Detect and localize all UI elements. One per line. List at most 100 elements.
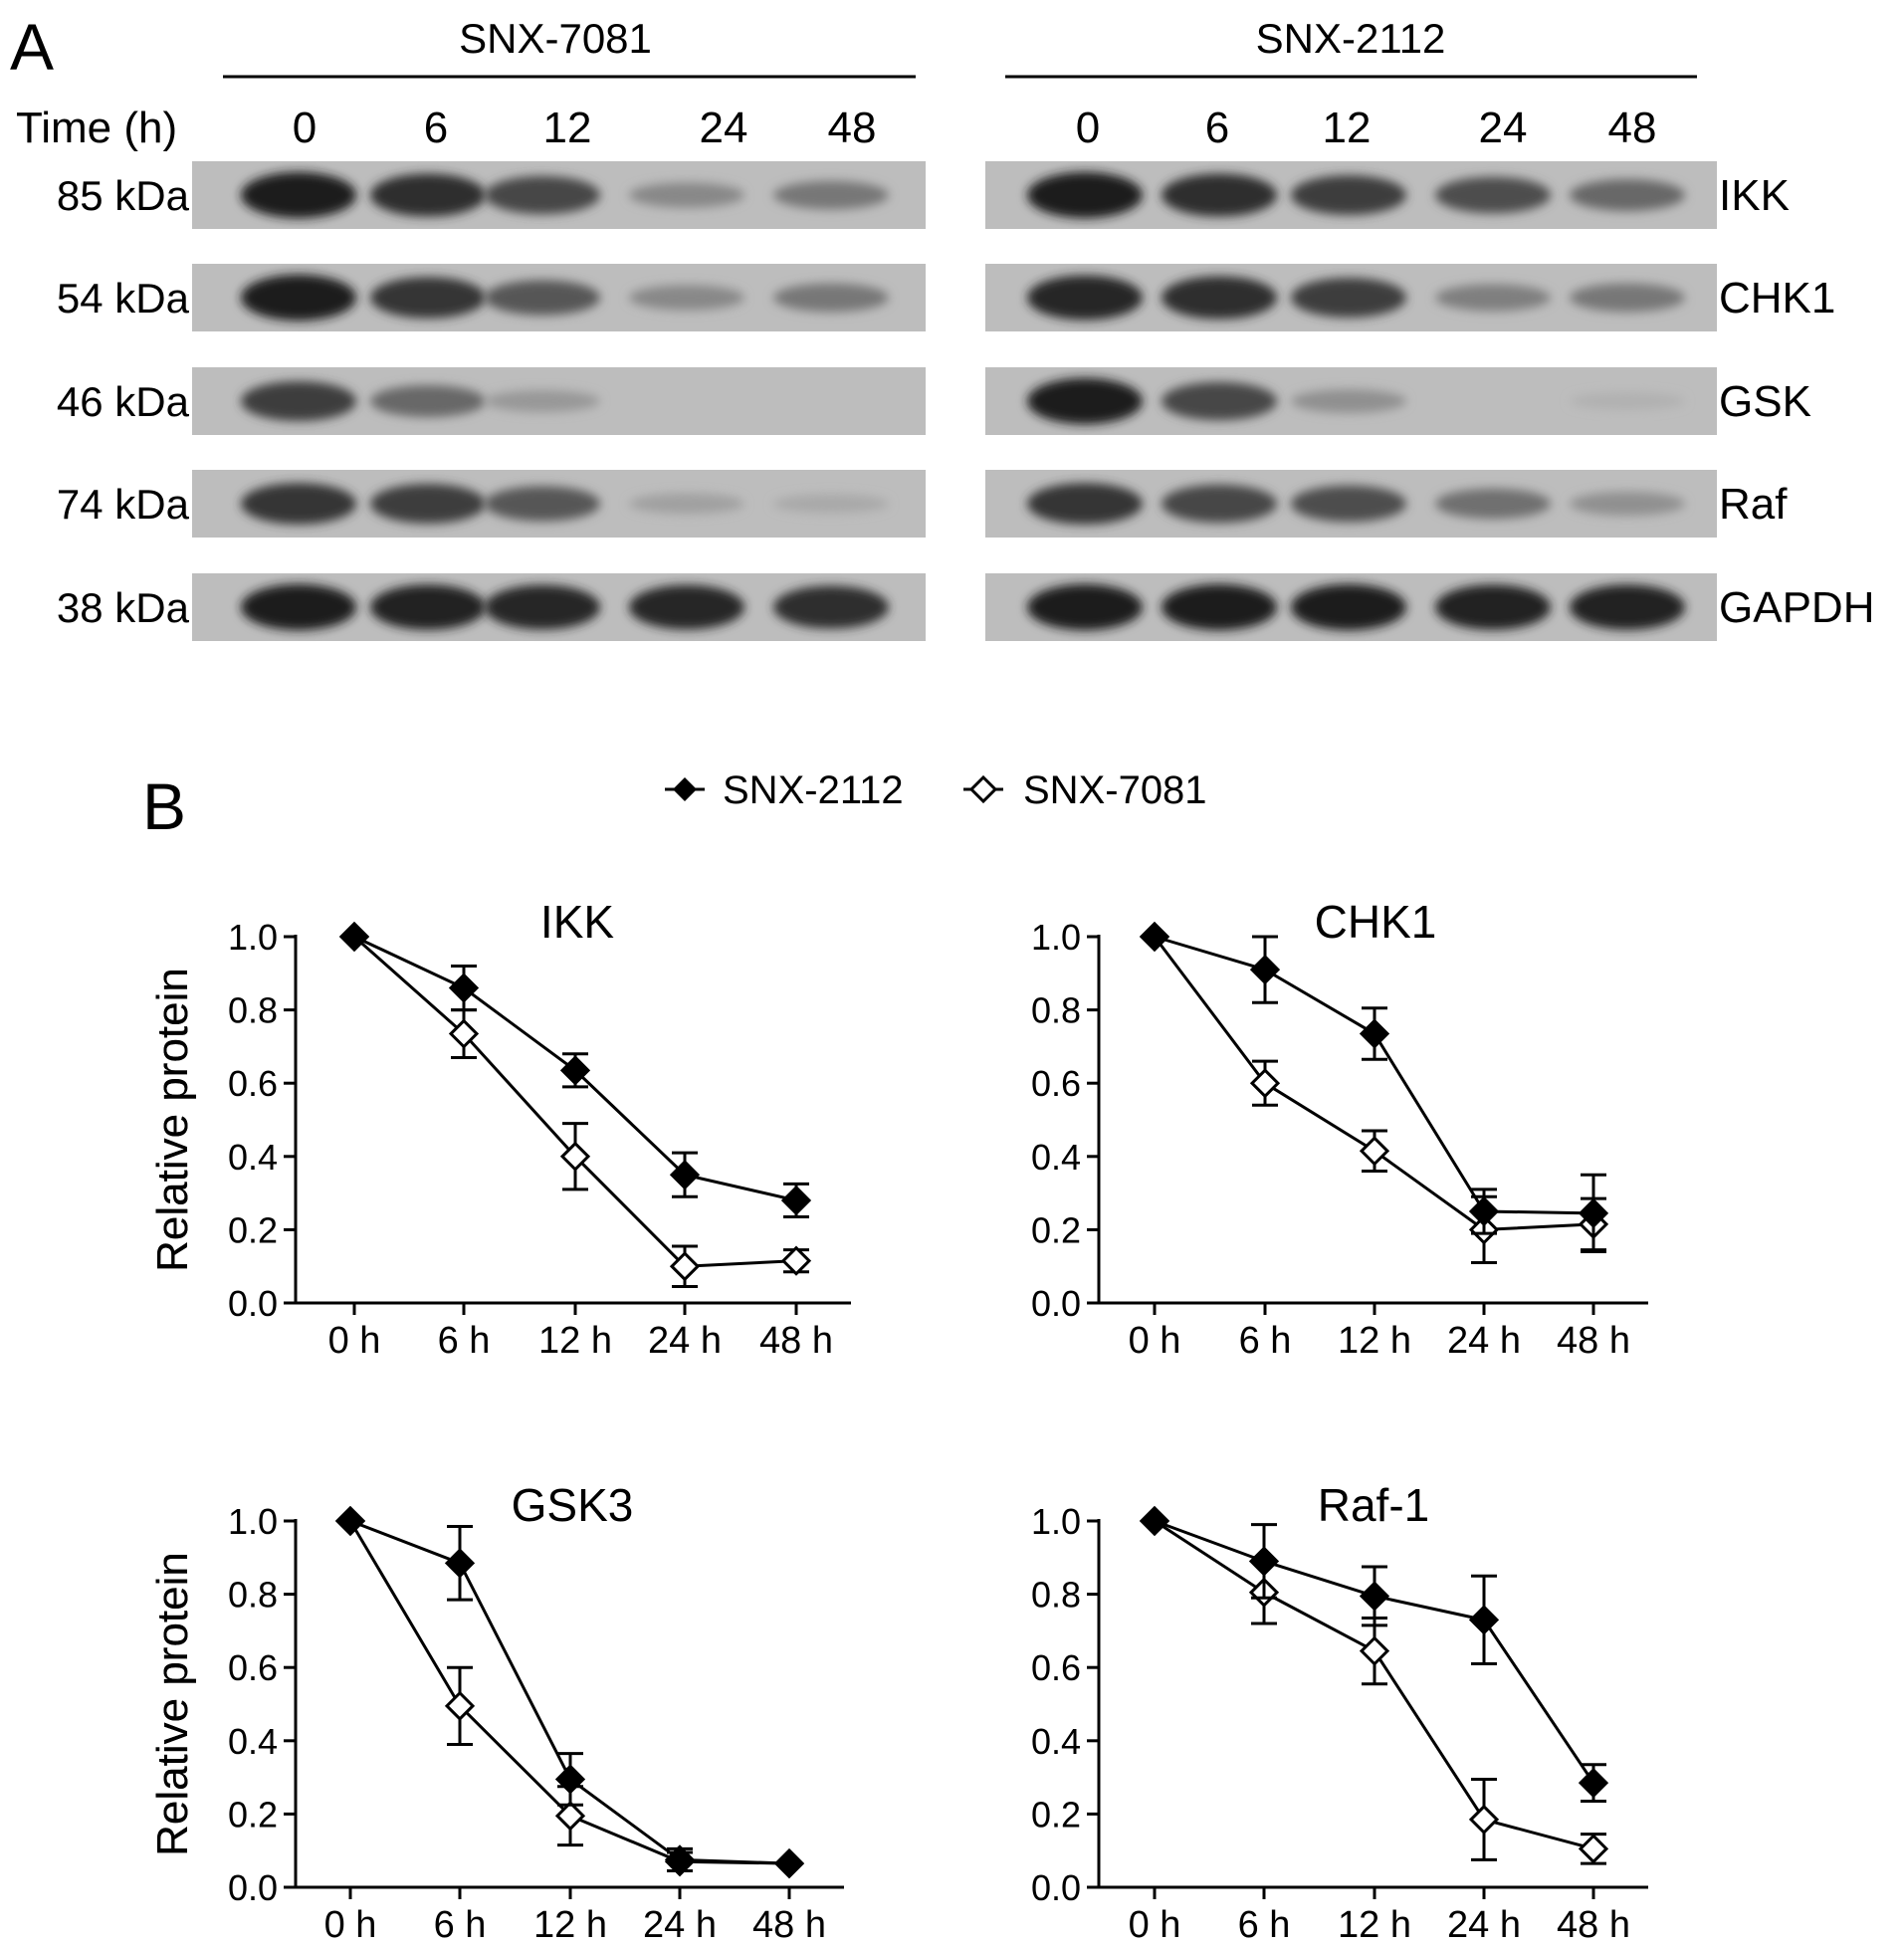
y-tick-label: 0.8 (1031, 990, 1081, 1031)
time-label-24: 24 (1479, 104, 1528, 152)
data-point (1468, 1804, 1500, 1836)
blot-band (241, 171, 356, 219)
x-tick-label: 6 h (434, 1904, 487, 1946)
data-point (780, 1245, 812, 1276)
blot-band (370, 584, 486, 630)
y-tick-label: 0.8 (228, 1575, 278, 1616)
blot-band (1570, 283, 1685, 313)
time-labels-snx7081: 0 6 12 24 48 (293, 104, 877, 152)
legend-marker-snx2112 (673, 777, 697, 801)
blot-band (1570, 492, 1685, 516)
mw-label: 74 kDa (57, 481, 190, 528)
data-point (1249, 1068, 1281, 1099)
x-tick-label: 24 h (1447, 1320, 1521, 1362)
blot-band (1435, 176, 1551, 214)
blot-rows: 85 kDa IKK 54 kDa CHK1 46 kDa GSK 74 kDa Raf 38 … (57, 161, 1874, 641)
blot-band (241, 583, 356, 631)
data-point (669, 1251, 701, 1282)
blot-band (370, 484, 486, 524)
series-line (353, 935, 797, 1268)
y-tick-label: 0.2 (228, 1209, 278, 1250)
data-point (338, 921, 370, 953)
blot-band (1027, 583, 1143, 631)
y-tick-label: 0.2 (228, 1794, 278, 1835)
legend: SNX-2112 SNX-7081 (665, 768, 1207, 812)
blot-band (1435, 584, 1551, 630)
x-tick-label: 6 h (1238, 1904, 1291, 1946)
data-point (448, 1018, 480, 1049)
series-snx-7081 (338, 921, 812, 1288)
data-point (334, 1505, 366, 1537)
data-point (773, 1847, 805, 1879)
x-tick-label: 12 h (538, 1320, 612, 1362)
time-label: Time (h) (16, 104, 177, 152)
time-label-48: 48 (1608, 104, 1657, 152)
data-point (1468, 1605, 1500, 1635)
y-axis-label: Relative protein (148, 1552, 197, 1856)
time-label-24: 24 (700, 104, 748, 152)
data-point (444, 1690, 476, 1721)
blot-band (1027, 483, 1143, 525)
x-tick-label: 12 h (1338, 1904, 1411, 1946)
y-tick-label: 0.4 (228, 1137, 278, 1178)
data-point (1359, 1581, 1390, 1612)
time-label-6: 6 (1205, 104, 1229, 152)
x-tick-label: 6 h (438, 1320, 491, 1362)
x-tick-label: 48 h (1557, 1320, 1630, 1362)
mw-label: 46 kDa (57, 378, 190, 425)
chart-raf-1: Raf-1 0.0 0.2 0.4 0.6 0.8 1.0 0 h 6 h 12 h 24 h 48 … (148, 1479, 1648, 1946)
chart-title: IKK (540, 896, 614, 948)
blot-band (1162, 276, 1277, 320)
data-point (1578, 1197, 1609, 1228)
panel-a-letter: A (10, 10, 54, 84)
blot-band (773, 494, 889, 514)
blot-band (629, 285, 744, 311)
blot-band (485, 584, 600, 630)
y-tick-label: 1.0 (228, 917, 278, 958)
y-tick-label: 0.8 (228, 990, 278, 1031)
data-point (1359, 1136, 1390, 1167)
y-tick-label: 1.0 (228, 1501, 278, 1542)
data-point (554, 1764, 586, 1795)
blot-band (370, 277, 486, 319)
time-label-12: 12 (1323, 104, 1372, 152)
chart-ikk: IKK 0.0 0.2 0.4 0.6 0.8 1.0 0 h 6 h 12 h 24 h 48 h R… (148, 896, 851, 1362)
y-tick-label: 0.4 (1031, 1137, 1081, 1178)
data-point (1248, 1546, 1280, 1577)
blot-band (1570, 584, 1685, 630)
mw-label: 38 kDa (57, 584, 190, 631)
data-point (559, 1141, 591, 1172)
y-tick-label: 0.6 (1031, 1647, 1081, 1688)
y-axis-label: Relative protein (148, 968, 197, 1272)
blot-band (485, 486, 600, 522)
blot-row-raf: 74 kDa Raf (57, 470, 1788, 538)
data-point (1578, 1767, 1609, 1799)
blot-band (1291, 389, 1406, 413)
data-point (554, 1801, 586, 1832)
series-snx-7081 (1139, 1505, 1609, 1865)
y-axis-label: Relative protein (148, 968, 197, 1272)
blot-band (1435, 488, 1551, 520)
blot-band (1570, 392, 1685, 410)
blot-band (629, 493, 744, 515)
data-point (1359, 1018, 1390, 1049)
y-axis-label: Relative protein (148, 1552, 197, 1856)
data-point (664, 1844, 696, 1875)
time-label-48: 48 (828, 104, 877, 152)
data-point (1359, 1635, 1390, 1666)
series-line (1153, 936, 1594, 1231)
x-tick-label: 24 h (643, 1904, 717, 1946)
panel-b-letter: B (142, 769, 186, 843)
data-point (669, 1160, 701, 1190)
legend-label-snx2112: SNX-2112 (723, 768, 904, 812)
blot-band (485, 175, 600, 215)
x-tick-label: 0 h (324, 1904, 377, 1946)
time-label-6: 6 (424, 104, 448, 152)
x-tick-label: 24 h (648, 1320, 722, 1362)
y-tick-label: 1.0 (1031, 917, 1081, 958)
blot-band (1291, 175, 1406, 215)
blot-band (773, 283, 889, 313)
blot-row-chk1: 54 kDa CHK1 (57, 264, 1835, 331)
group-label-snx7081: SNX-7081 (459, 15, 652, 62)
